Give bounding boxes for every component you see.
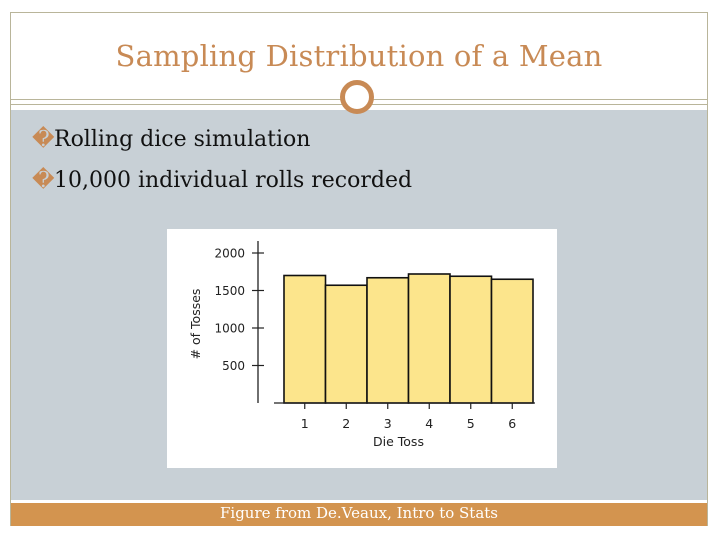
bullet-icon: � bbox=[32, 168, 55, 193]
histogram-bar bbox=[283, 274, 327, 404]
bullet-2: �10,000 individual rolls recorded bbox=[32, 168, 412, 193]
x-tick-label: 4 bbox=[425, 416, 433, 431]
bullet-icon: � bbox=[32, 127, 55, 152]
histogram-bar bbox=[407, 273, 451, 404]
bullet-1-text: Rolling dice simulation bbox=[54, 127, 311, 152]
slide-title: Sampling Distribution of a Mean bbox=[115, 39, 603, 73]
histogram-bar bbox=[490, 278, 534, 404]
x-tick-label: 6 bbox=[508, 416, 516, 431]
x-tick-label: 5 bbox=[467, 416, 475, 431]
histogram-bar bbox=[324, 284, 368, 404]
y-tick-label: 1000 bbox=[214, 322, 245, 336]
x-tick-label: 2 bbox=[342, 416, 350, 431]
footer-bar: Figure from De.Veaux, Intro to Stats bbox=[11, 503, 707, 526]
histogram-chart: 500 1000 1500 2000 # of Tosses 1 2 3 4 5 6 Die Toss bbox=[188, 241, 535, 449]
y-axis-label: # of Tosses bbox=[188, 289, 203, 360]
x-tick-label: 3 bbox=[384, 416, 392, 431]
chart-container: 500 1000 1500 2000 # of Tosses 1 2 3 4 5 6 Die Toss bbox=[167, 229, 557, 468]
ring-ornament-icon bbox=[340, 80, 374, 114]
x-tick-label: 1 bbox=[301, 416, 309, 431]
bullet-2-text: 10,000 individual rolls recorded bbox=[54, 168, 413, 193]
x-axis-label: Die Toss bbox=[373, 434, 424, 449]
histogram-bar bbox=[366, 276, 410, 404]
y-tick-label: 500 bbox=[222, 359, 245, 373]
bullet-1: �Rolling dice simulation bbox=[32, 127, 310, 152]
y-tick-label: 2000 bbox=[214, 247, 245, 261]
footer-caption: Figure from De.Veaux, Intro to Stats bbox=[219, 504, 498, 522]
y-tick-label: 1500 bbox=[214, 284, 245, 298]
histogram-bar bbox=[449, 275, 493, 404]
